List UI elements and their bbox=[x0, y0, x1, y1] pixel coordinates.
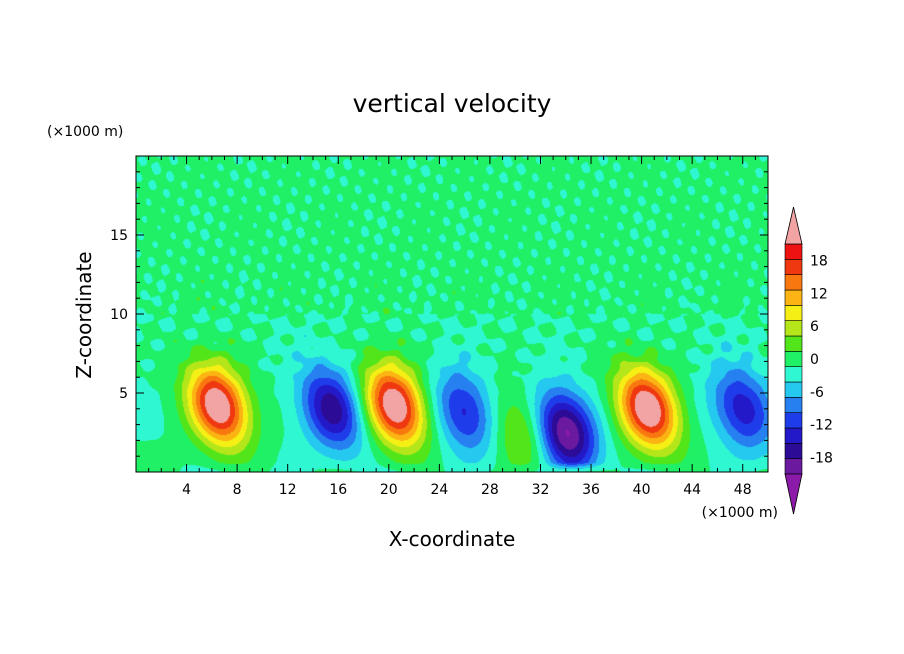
colorbar-tick-label: -18 bbox=[810, 451, 833, 467]
heatmap-plot bbox=[136, 156, 768, 472]
x-tick-label: 20 bbox=[380, 482, 398, 498]
colorbar-band bbox=[784, 259, 803, 275]
colorbar-tick-label: 18 bbox=[810, 253, 828, 269]
colorbar-band bbox=[784, 305, 803, 321]
y-tick-label: 10 bbox=[110, 307, 128, 323]
colorbar-tick-label: 6 bbox=[810, 319, 819, 335]
y-axis-unit: (×1000 m) bbox=[47, 124, 123, 140]
colorbar-over-arrow bbox=[784, 206, 803, 245]
colorbar-under-arrow bbox=[784, 473, 803, 515]
x-tick-label: 48 bbox=[734, 482, 752, 498]
colorbar-band bbox=[784, 335, 803, 352]
y-tick-label: 15 bbox=[110, 228, 128, 244]
colorbar-band bbox=[784, 458, 803, 475]
chart-title: vertical velocity bbox=[353, 89, 552, 118]
x-tick-label: 44 bbox=[683, 482, 701, 498]
colorbar-tick-label: -6 bbox=[810, 385, 824, 401]
x-tick-label: 12 bbox=[279, 482, 297, 498]
x-tick-label: 16 bbox=[329, 482, 347, 498]
x-axis-label: X-coordinate bbox=[389, 527, 516, 551]
colorbar-band bbox=[784, 351, 803, 367]
colorbar-band bbox=[784, 274, 803, 291]
x-tick-label: 8 bbox=[233, 482, 242, 498]
x-axis-unit: (×1000 m) bbox=[702, 505, 778, 521]
y-tick-label: 5 bbox=[119, 386, 128, 402]
colorbar-band bbox=[784, 412, 803, 429]
colorbar-band bbox=[784, 427, 803, 444]
y-axis-label: Z-coordinate bbox=[72, 251, 96, 378]
x-tick-label: 36 bbox=[582, 482, 600, 498]
x-tick-label: 4 bbox=[182, 482, 191, 498]
colorbar-tick-label: 12 bbox=[810, 286, 828, 302]
colorbar-tick-label: -12 bbox=[810, 418, 833, 434]
colorbar-band bbox=[784, 381, 803, 398]
colorbar-band bbox=[784, 443, 803, 459]
colorbar-band bbox=[784, 397, 803, 413]
colorbar-band bbox=[784, 320, 803, 337]
x-tick-label: 40 bbox=[633, 482, 651, 498]
colorbar-band bbox=[784, 366, 803, 383]
colorbar: 18 12 6 0 -6 -12 -18 bbox=[784, 206, 833, 515]
x-tick-label: 28 bbox=[481, 482, 499, 498]
colorbar-tick-label: 0 bbox=[810, 352, 819, 368]
colorbar-band bbox=[784, 243, 803, 260]
x-tick-label: 32 bbox=[532, 482, 550, 498]
x-tick-label: 24 bbox=[430, 482, 448, 498]
colorbar-band bbox=[784, 289, 803, 306]
